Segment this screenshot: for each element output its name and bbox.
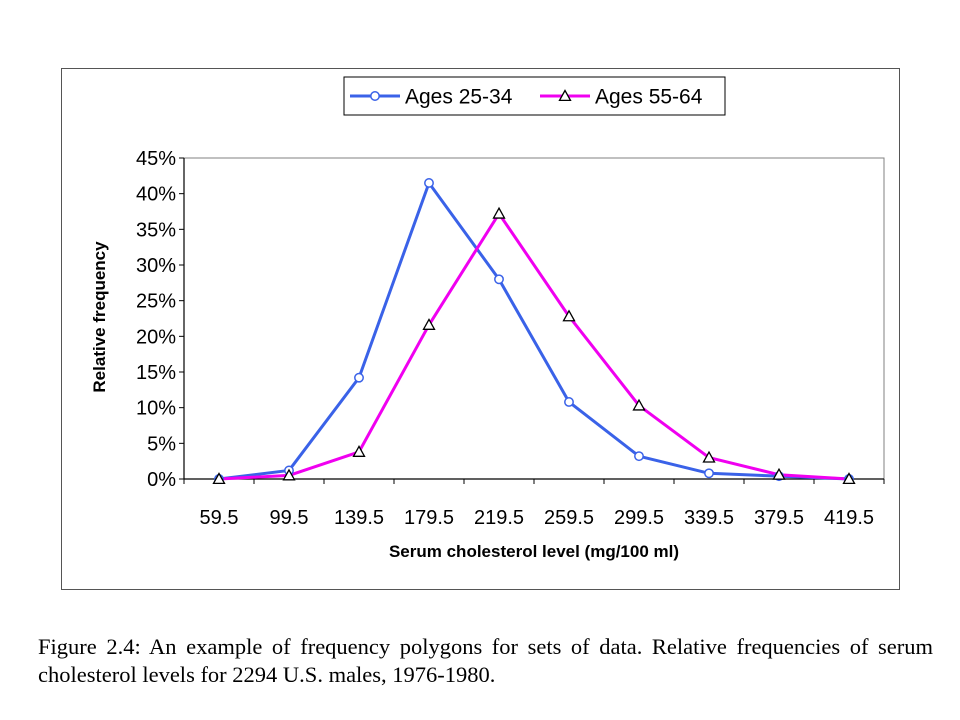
legend-marker [558, 89, 572, 102]
data-point [422, 318, 436, 330]
x-tick-label: 99.5 [270, 507, 309, 529]
x-tick-label: 299.5 [614, 507, 664, 529]
series-line [218, 212, 850, 481]
data-point [562, 309, 576, 322]
data-point [212, 472, 226, 485]
data-point [632, 398, 646, 411]
data-point [492, 206, 506, 219]
legend-label: Ages 55-64 [595, 86, 703, 109]
y-tick-label: 20% [136, 326, 176, 348]
x-tick-label: 59.5 [200, 507, 239, 529]
y-axis-title: Relative frequency [90, 241, 109, 393]
legend-entry: Ages 55-64 [540, 86, 703, 109]
frequency-polygon-chart: Ages 25-34 Ages 55-64 0% 5% 10% 15% 20% 25% 30%… [90, 76, 885, 561]
legend-marker [370, 91, 380, 101]
x-tick-label: 179.5 [404, 507, 454, 529]
x-tick-label: 139.5 [334, 507, 384, 529]
x-tick-label: 259.5 [544, 507, 594, 529]
data-point [424, 178, 434, 188]
x-axis-ticks: 59.5 99.5 139.5 179.5 219.5 259.5 299.5 339.5 37… [183, 479, 885, 529]
data-point [634, 451, 644, 462]
y-tick-label: 25% [136, 291, 176, 313]
legend-entry: Ages 25-34 [350, 86, 513, 109]
y-tick-label: 10% [136, 398, 176, 420]
data-point [354, 372, 364, 383]
data-point [282, 468, 296, 481]
caption-label: Figure 2.4: [38, 634, 141, 659]
y-tick-label: 15% [136, 362, 176, 384]
x-axis-title: Serum cholesterol level (mg/100 ml) [389, 542, 679, 561]
data-point [564, 397, 574, 407]
data-point [772, 467, 786, 480]
y-axis-ticks: 0% 5% 10% 15% 20% 25% 30% 35% 40% 45% [136, 148, 184, 491]
y-tick-label: 5% [147, 433, 176, 455]
x-tick-label: 219.5 [474, 507, 524, 529]
chart-frame: Ages 25-34 Ages 55-64 0% 5% 10% 15% 20% 25% 30%… [61, 68, 900, 590]
data-point [352, 445, 366, 457]
y-tick-label: 35% [136, 219, 176, 241]
x-tick-label: 379.5 [754, 507, 804, 529]
plot-area [183, 157, 885, 480]
series-line [218, 181, 850, 481]
y-tick-label: 45% [136, 148, 176, 170]
series-0-points [214, 178, 854, 484]
y-tick-label: 0% [147, 469, 176, 491]
data-point [704, 468, 714, 479]
legend-label: Ages 25-34 [405, 86, 513, 109]
data-point [842, 472, 856, 485]
caption-text: An example of frequency polygons for set… [38, 634, 934, 687]
legend: Ages 25-34 Ages 55-64 [343, 76, 726, 116]
series-layer [212, 178, 856, 485]
x-tick-label: 419.5 [824, 507, 874, 529]
figure-caption: Figure 2.4: An example of frequency poly… [38, 633, 933, 689]
series-1-points [212, 206, 856, 485]
legend-box [343, 76, 726, 116]
y-tick-label: 30% [136, 255, 176, 277]
series-1 [218, 212, 850, 481]
plot-border [183, 157, 885, 480]
x-tick-label: 339.5 [684, 507, 734, 529]
data-point [702, 450, 716, 463]
series-0 [218, 181, 850, 481]
y-tick-label: 40% [136, 184, 176, 206]
data-point [494, 274, 504, 285]
